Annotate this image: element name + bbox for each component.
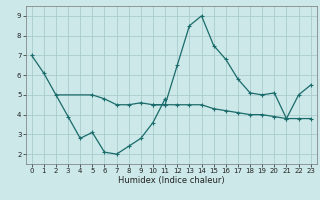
X-axis label: Humidex (Indice chaleur): Humidex (Indice chaleur): [118, 176, 225, 185]
